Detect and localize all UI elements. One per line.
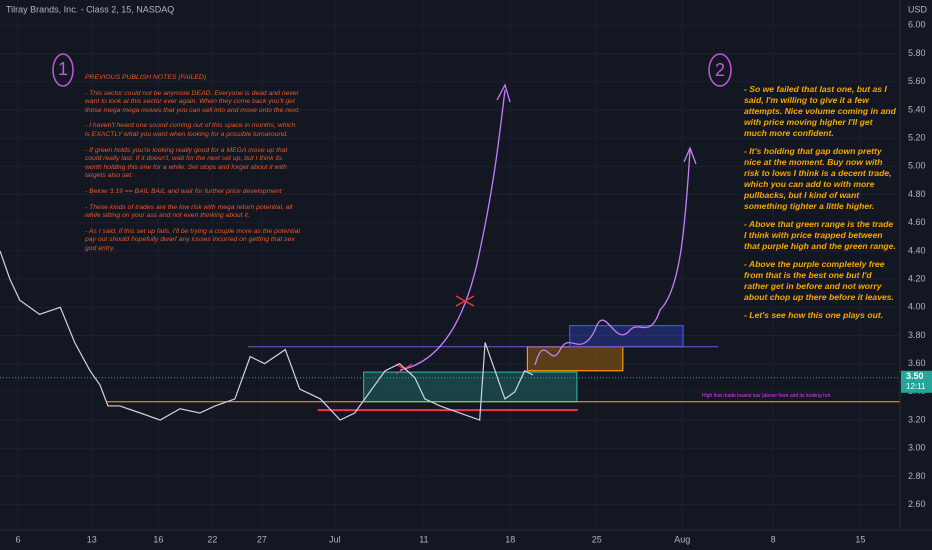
x-tick-label: 11 [419, 534, 428, 544]
circle-marker [52, 53, 74, 87]
projection-drawing [534, 149, 691, 366]
circle-marker [708, 53, 732, 87]
y-tick-label: 2.80 [908, 471, 926, 481]
level-note: High that made lowest low (above here an… [702, 393, 831, 399]
last-price-label: 3.50 [906, 371, 924, 381]
y-tick-label: 4.40 [908, 245, 926, 255]
y-tick-label: 5.40 [908, 104, 926, 114]
y-tick-label: 5.20 [908, 133, 926, 143]
y-tick-label: 3.00 [908, 443, 926, 453]
x-tick-label: 15 [855, 534, 865, 544]
y-tick-label: 4.00 [908, 302, 926, 312]
currency: USD [908, 4, 928, 14]
x-tick-label: 25 [592, 534, 602, 544]
y-tick-label: 4.80 [908, 189, 926, 199]
note-paragraph: - It's holding that gap down pretty nice… [744, 146, 892, 211]
note-paragraph: - These kinds of trades are the low risk… [85, 203, 293, 220]
marker-label: 1 [58, 59, 68, 79]
note-paragraph: - I haven't heard one sound coming out o… [85, 122, 296, 138]
y-tick-label: 2.60 [908, 499, 926, 509]
note-paragraph: - Above the purple completely free from … [744, 259, 894, 302]
notes-left: PREVIOUS PUBLISH NOTES (FAILED) - This se… [85, 74, 300, 261]
note-paragraph: - So we failed that last one, but as I s… [744, 84, 896, 138]
y-tick-label: 4.20 [908, 273, 926, 283]
x-tick-label: 6 [15, 534, 20, 544]
y-tick-label: 5.60 [908, 76, 926, 86]
note-paragraph: - As I said, if this set up fails, I'll … [85, 227, 300, 252]
x-tick-label: 18 [505, 534, 515, 544]
arrow-head [683, 146, 697, 165]
chart-title: Tilray Brands, Inc. - Class 2, 15, NASDA… [6, 4, 174, 14]
y-tick-label: 3.20 [908, 414, 926, 424]
note-paragraph: - Below 3.19 == BAIL BAIL and wait for f… [85, 187, 282, 195]
y-tick-label: 3.60 [908, 358, 926, 368]
x-tick-label: Jul [329, 534, 341, 544]
x-tick-label: Aug [674, 534, 690, 544]
notes-right: - So we failed that last one, but as I s… [744, 84, 896, 328]
y-tick-label: 3.80 [908, 330, 926, 340]
x-tick-label: 27 [257, 534, 267, 544]
note-paragraph: - Let's see how this one plays out. [744, 310, 884, 320]
countdown: 12:11 [906, 382, 926, 391]
y-tick-label: 5.80 [908, 48, 926, 58]
y-tick-label: 5.00 [908, 161, 926, 171]
x-tick-label: 13 [87, 534, 97, 544]
marker-label: 2 [715, 60, 725, 80]
projection-drawing [399, 89, 506, 371]
y-tick-label: 6.00 [908, 20, 926, 30]
cross-mark [395, 295, 475, 375]
price-line [0, 250, 534, 421]
note-paragraph: - If green holds you're looking really g… [85, 146, 288, 180]
y-tick-label: 4.60 [908, 217, 926, 227]
note-paragraph: - Above that green range is the trade I … [744, 219, 896, 251]
last-price-box [901, 370, 932, 393]
zone [363, 371, 578, 403]
x-tick-label: 16 [153, 534, 163, 544]
notes-heading: PREVIOUS PUBLISH NOTES (FAILED) [85, 74, 207, 81]
arrow-head [496, 83, 511, 103]
x-tick-label: 22 [207, 534, 217, 544]
note-paragraph: - This sector could not be anymore DEAD.… [85, 89, 300, 114]
zone [569, 325, 684, 348]
x-tick-label: 8 [771, 534, 776, 544]
